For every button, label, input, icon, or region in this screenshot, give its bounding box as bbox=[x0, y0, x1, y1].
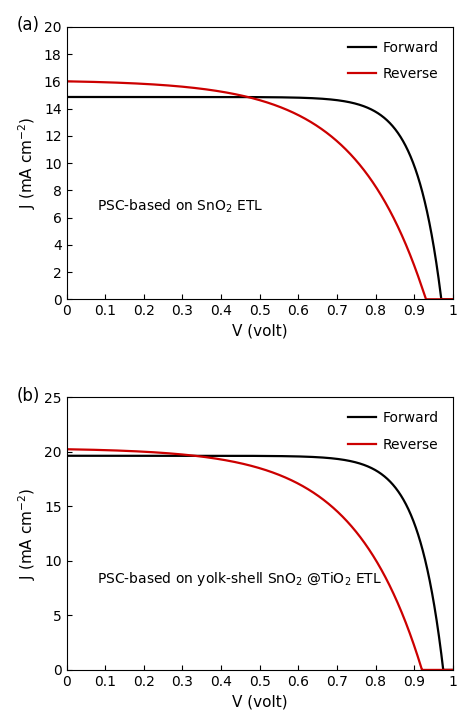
Legend: Forward, Reverse: Forward, Reverse bbox=[341, 34, 446, 88]
Text: (b): (b) bbox=[16, 386, 40, 404]
Y-axis label: J (mA cm$^{-2}$): J (mA cm$^{-2}$) bbox=[17, 117, 38, 209]
Y-axis label: J (mA cm$^{-2}$): J (mA cm$^{-2}$) bbox=[17, 487, 38, 580]
X-axis label: V (volt): V (volt) bbox=[232, 694, 288, 709]
Text: (a): (a) bbox=[16, 16, 39, 34]
Legend: Forward, Reverse: Forward, Reverse bbox=[341, 404, 446, 459]
X-axis label: V (volt): V (volt) bbox=[232, 324, 288, 339]
Text: PSC-based on SnO$_2$ ETL: PSC-based on SnO$_2$ ETL bbox=[98, 197, 264, 215]
Text: PSC-based on yolk-shell SnO$_2$ @TiO$_2$ ETL: PSC-based on yolk-shell SnO$_2$ @TiO$_2$… bbox=[98, 570, 383, 588]
